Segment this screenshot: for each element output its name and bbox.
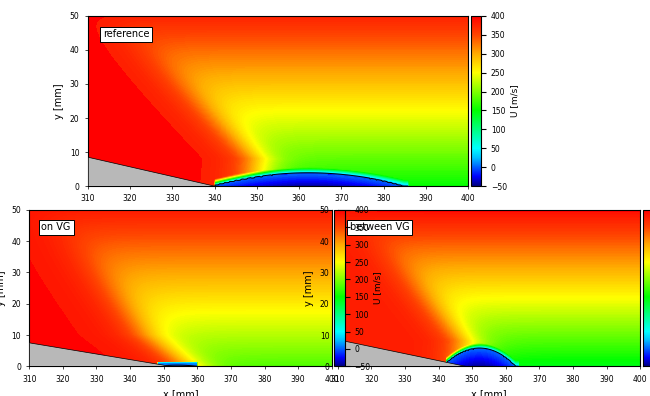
Y-axis label: y [mm]: y [mm] [0,270,6,306]
X-axis label: x [mm]: x [mm] [471,389,507,396]
Text: on VG: on VG [42,223,71,232]
Text: reference: reference [103,29,150,40]
Text: between VG: between VG [350,223,410,232]
Polygon shape [338,340,465,366]
Polygon shape [88,157,214,186]
Y-axis label: U [m/s]: U [m/s] [510,85,519,117]
X-axis label: x [mm]: x [mm] [260,209,296,219]
Y-axis label: U [m/s]: U [m/s] [373,272,382,305]
Y-axis label: y [mm]: y [mm] [304,270,314,306]
Y-axis label: y [mm]: y [mm] [54,83,64,119]
X-axis label: x [mm]: x [mm] [162,389,198,396]
Polygon shape [29,343,170,366]
